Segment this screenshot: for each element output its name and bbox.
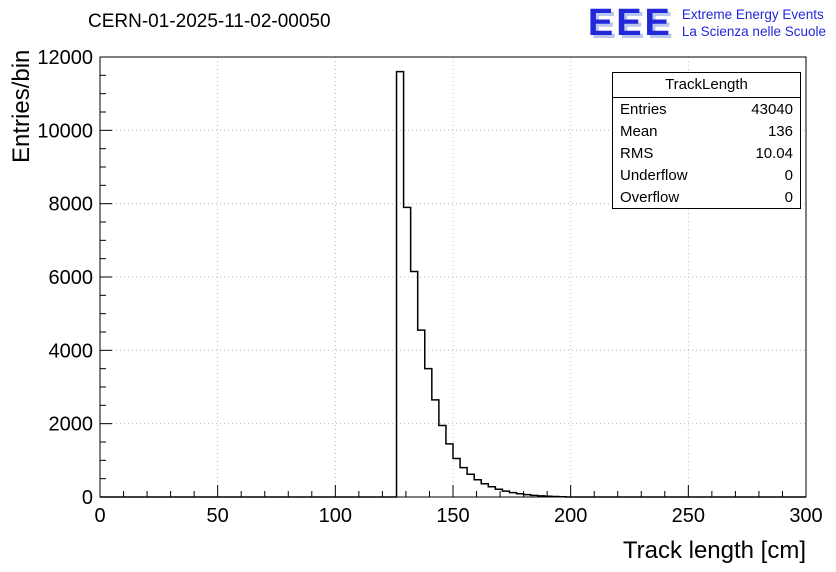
eee-logo: EEE Extreme Energy Events La Scienza nel… <box>588 3 826 43</box>
eee-logo-line1: Extreme Energy Events <box>681 7 824 22</box>
y-axis-title: Entries/bin <box>8 49 35 163</box>
stats-row-underflow: Underflow 0 <box>613 164 800 186</box>
histogram-line <box>100 70 806 498</box>
x-tick-label: 150 <box>436 505 469 527</box>
x-tick-label: 200 <box>554 505 587 527</box>
y-tick-label: 12000 <box>37 47 93 69</box>
x-tick-label: 100 <box>319 505 352 527</box>
y-tick-label: 0 <box>82 487 93 509</box>
stats-value: 136 <box>767 122 793 140</box>
x-tick-label: 50 <box>207 505 229 527</box>
x-tick-label: 0 <box>94 505 105 527</box>
stats-label: Underflow <box>620 166 688 184</box>
x-axis-title: Track length [cm] <box>622 537 806 564</box>
eee-logo-text: Extreme Energy Events La Scienza nelle S… <box>682 6 826 40</box>
stats-label: Mean <box>620 122 658 140</box>
y-tick-label: 4000 <box>49 340 94 362</box>
stats-box-title: TrackLength <box>613 73 800 98</box>
stats-label: RMS <box>620 144 654 162</box>
stats-label: Overflow <box>620 188 680 206</box>
stats-row-overflow: Overflow 0 <box>613 186 800 208</box>
stats-row-rms: RMS 10.04 <box>613 142 800 164</box>
stats-value: 43040 <box>751 100 793 118</box>
x-tick-label: 250 <box>672 505 705 527</box>
stats-value: 0 <box>784 188 793 206</box>
eee-logo-acronym: EEE <box>587 2 673 44</box>
stats-value: 10.04 <box>755 144 793 162</box>
plot-title: CERN-01-2025-11-02-00050 <box>88 11 331 32</box>
y-tick-label: 2000 <box>49 414 94 436</box>
stats-row-entries: Entries 43040 <box>613 98 800 120</box>
x-tick-label: 300 <box>789 505 822 527</box>
eee-logo-line2: La Scienza nelle Scuole <box>681 24 826 39</box>
y-tick-label: 8000 <box>49 194 94 216</box>
stats-label: Entries <box>620 100 667 118</box>
y-tick-label: 6000 <box>49 267 94 289</box>
stats-row-mean: Mean 136 <box>613 120 800 142</box>
stats-value: 0 <box>784 166 793 184</box>
stats-box: TrackLength Entries 43040 Mean 136 RMS 1… <box>612 72 801 209</box>
y-tick-label: 10000 <box>37 120 93 142</box>
